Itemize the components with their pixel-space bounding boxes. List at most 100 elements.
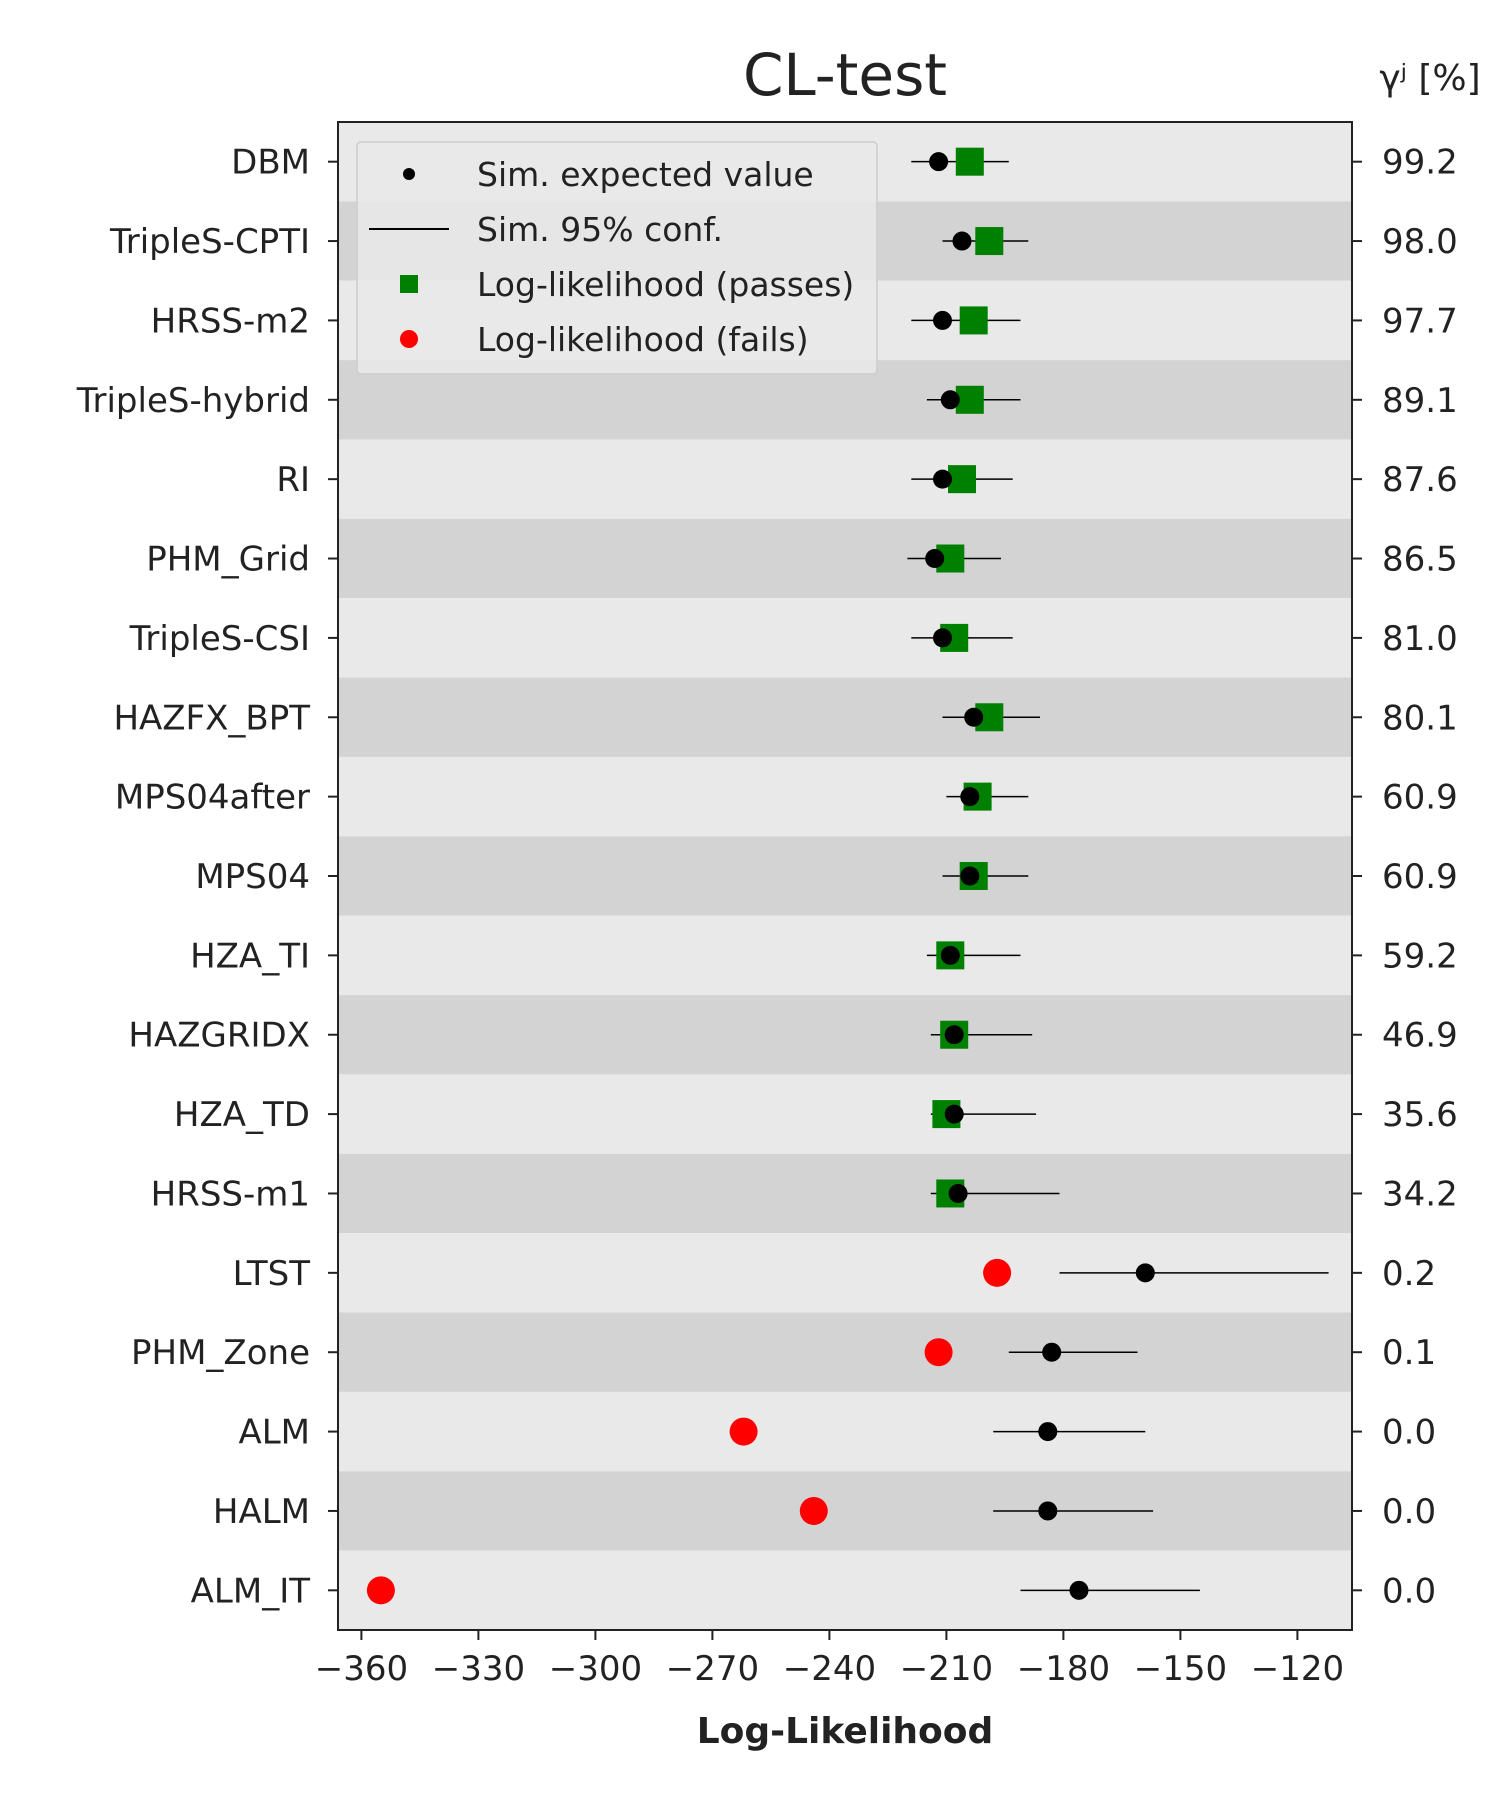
row-bands — [338, 122, 1352, 1630]
right-axis-ticks: 99.2 98.0 97.7 89.1 87.6 86.5 81.0 80.1 60.9 60.9… — [1352, 143, 1458, 1611]
expected-value-marker — [960, 866, 980, 886]
x-tick-label: −150 — [1134, 1649, 1227, 1689]
loglik-fail-marker — [983, 1258, 1012, 1287]
y-tick-label: HALM — [213, 1492, 310, 1532]
gamma-value: 80.1 — [1382, 698, 1458, 738]
y-tick-label: ALM_IT — [191, 1571, 311, 1611]
x-tick-label: −180 — [1017, 1649, 1110, 1689]
expected-value-marker — [964, 707, 984, 727]
expected-value-marker — [1069, 1580, 1089, 1600]
expected-value-marker — [940, 945, 960, 965]
expected-value-marker — [1135, 1263, 1155, 1283]
row-band — [338, 915, 1352, 996]
loglik-fail-marker — [799, 1496, 828, 1525]
expected-value-marker — [925, 549, 945, 569]
y-axis-ticks: DBM TripleS-CPTI HRSS-m2 TripleS-hybrid RI PH… — [76, 143, 338, 1611]
legend-entry: Log-likelihood (passes) — [477, 265, 854, 304]
legend-expected-marker — [403, 168, 415, 180]
x-tick-label: −360 — [315, 1649, 408, 1689]
legend-box — [356, 141, 878, 375]
row-band — [338, 518, 1352, 599]
y-tick-label: PHM_Grid — [146, 540, 310, 580]
y-tick-label: HRSS-m2 — [151, 301, 310, 341]
y-tick-label: HRSS-m1 — [151, 1174, 310, 1214]
row-band — [338, 1074, 1352, 1154]
expected-value-marker — [933, 310, 952, 330]
row-band — [338, 598, 1352, 678]
legend-entry: Sim. expected value — [477, 155, 814, 194]
loglik-pass-marker — [948, 465, 976, 494]
x-tick-label: −270 — [666, 1649, 759, 1689]
y-tick-label: RI — [276, 460, 310, 500]
expected-value-marker — [960, 787, 980, 807]
x-axis-label: Log-Likelihood — [697, 1711, 994, 1752]
expected-value-marker — [1038, 1501, 1058, 1521]
row-band — [338, 1312, 1352, 1392]
gamma-value: 0.2 — [1382, 1254, 1436, 1294]
loglik-pass-marker — [975, 227, 1004, 256]
gamma-value: 81.0 — [1382, 619, 1458, 659]
legend-entry: Sim. 95% conf. — [477, 210, 723, 249]
loglik-pass-marker — [955, 385, 984, 414]
x-tick-label: −240 — [783, 1649, 876, 1689]
y-tick-label: HZA_TD — [174, 1095, 310, 1135]
gamma-value: 99.2 — [1382, 143, 1458, 183]
expected-value-marker — [940, 390, 960, 410]
row-band — [338, 1153, 1352, 1234]
gamma-value: 86.5 — [1382, 540, 1458, 580]
expected-value-marker — [1042, 1342, 1062, 1362]
y-tick-label: PHM_Zone — [131, 1333, 310, 1373]
loglik-fail-marker — [924, 1338, 953, 1367]
gamma-value: 87.6 — [1382, 460, 1458, 500]
x-tick-label: −330 — [432, 1649, 525, 1689]
row-band — [338, 1471, 1352, 1551]
x-tick-label: −120 — [1251, 1649, 1344, 1689]
y-tick-label: TripleS-CPTI — [109, 222, 310, 262]
row-band — [338, 756, 1352, 837]
expected-markers — [925, 152, 1155, 1600]
expected-value-marker — [952, 231, 972, 251]
legend-entry: Log-likelihood (fails) — [477, 320, 809, 359]
expected-value-marker — [948, 1183, 968, 1203]
legend-pass-marker — [400, 275, 418, 293]
loglik-pass-marker — [955, 147, 984, 176]
loglik-markers — [366, 147, 1012, 1605]
expected-value-marker — [933, 628, 952, 648]
gamma-value: 59.2 — [1382, 936, 1458, 976]
loglik-fail-marker — [729, 1417, 758, 1446]
gamma-value: 98.0 — [1382, 222, 1458, 262]
x-tick-label: −210 — [900, 1649, 993, 1689]
gamma-value: 97.7 — [1382, 301, 1458, 341]
expected-value-marker — [929, 152, 949, 172]
row-band — [338, 677, 1352, 757]
row-band — [338, 995, 1352, 1075]
gamma-value: 35.6 — [1382, 1095, 1458, 1135]
y-tick-label: HZA_TI — [190, 936, 310, 976]
gamma-value: 34.2 — [1382, 1174, 1458, 1214]
expected-value-marker — [944, 1104, 964, 1124]
row-band — [338, 836, 1352, 916]
y-tick-label: ALM — [238, 1413, 310, 1453]
y-tick-label: MPS04 — [195, 857, 310, 897]
y-tick-label: TripleS-hybrid — [76, 381, 310, 421]
loglik-pass-marker — [959, 306, 988, 335]
expected-value-marker — [944, 1025, 964, 1045]
y-tick-label: DBM — [231, 143, 310, 183]
gamma-value: 60.9 — [1382, 778, 1458, 818]
gamma-value: 60.9 — [1382, 857, 1458, 897]
y-tick-label: TripleS-CSI — [129, 619, 310, 659]
y-tick-label: HAZGRIDX — [128, 1016, 310, 1056]
row-band — [338, 439, 1352, 519]
gamma-value: 0.0 — [1382, 1492, 1436, 1532]
right-axis-label: γʲ [%] — [1379, 58, 1480, 99]
legend: Sim. expected value Sim. 95% conf. Log-lik… — [356, 141, 878, 375]
gamma-value: 46.9 — [1382, 1016, 1458, 1056]
chart-title: CL-test — [743, 41, 947, 109]
y-tick-label: MPS04after — [115, 778, 310, 818]
x-tick-label: −300 — [549, 1649, 642, 1689]
expected-value-marker — [1038, 1422, 1058, 1442]
expected-value-marker — [933, 469, 952, 489]
y-tick-label: LTST — [233, 1254, 311, 1294]
gamma-value: 0.0 — [1382, 1571, 1436, 1611]
